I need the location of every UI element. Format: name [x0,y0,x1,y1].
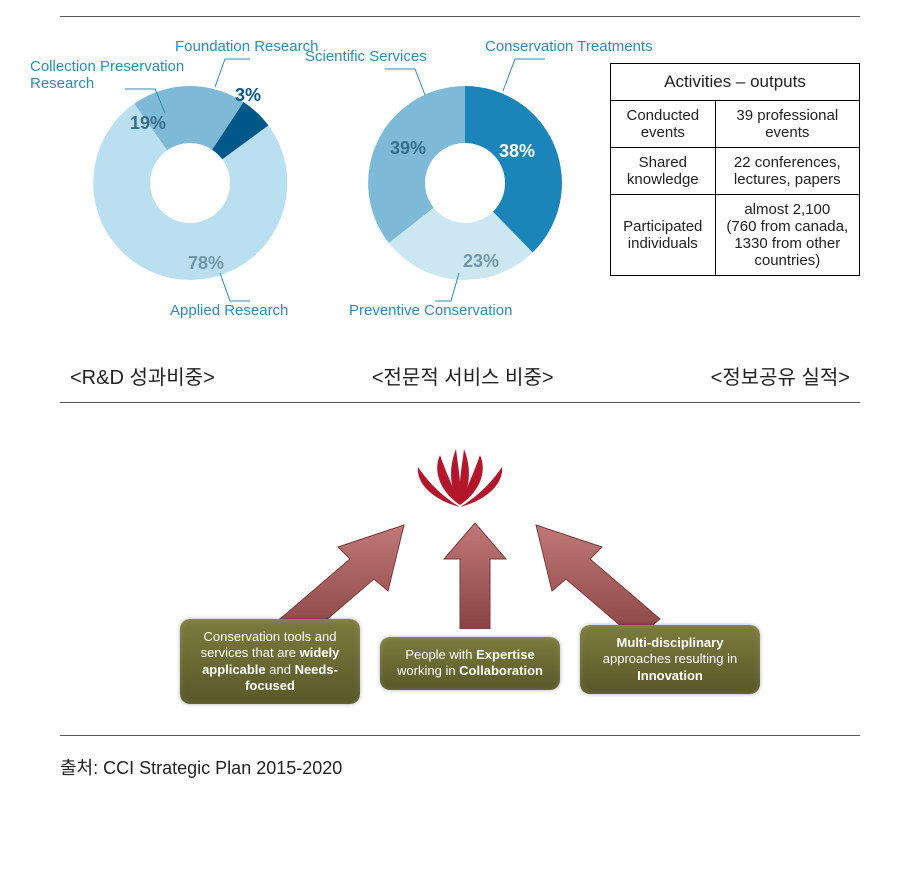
donut2-pct-scientific: 39% [390,138,426,159]
lotus-icon [390,429,530,519]
table-row: Shared knowledge 22 conferences, lecture… [611,148,860,195]
arrow-center-icon [440,519,510,629]
cell-conducted-left: Conducted events [611,101,716,148]
donut2-pct-treatments: 38% [499,141,535,162]
cell-participated-left: Participated individuals [611,195,716,276]
table-row: Conducted events 39 professional events [611,101,860,148]
bottom-rule [60,735,860,736]
diagram-box-center: People with Expertise working in Collabo… [380,637,560,690]
cell-conducted-right: 39 professional events [715,101,859,148]
donut2-leader-scientific [385,67,445,97]
captions-row: <R&D 성과비중> <전문적 서비스 비중> <정보공유 실적> [10,343,910,396]
donut2-label-treatments: Conservation Treatments [485,39,655,56]
top-section: Foundation Research Collection Preservat… [10,23,910,343]
donut1-leader-applied [200,273,250,307]
cell-shared-left: Shared knowledge [611,148,716,195]
cell-participated-right: almost 2,100 (760 from canada, 1330 from… [715,195,859,276]
donut-chart-services: Scientific Services Conservation Treatme… [335,33,605,333]
donut1-pct-applied: 78% [188,253,224,274]
donut1-pct-foundation: 3% [235,85,261,106]
donut2-leader-treatments [485,57,555,97]
caption-info: <정보공유 실적> [711,361,850,390]
source-line: 출처: CCI Strategic Plan 2015-2020 [10,742,910,780]
outputs-table-block: Activities – outputs Conducted events 39… [610,33,860,343]
donut2-pct-preventive: 23% [463,251,499,272]
donut2-label-preventive: Preventive Conservation [349,303,512,320]
donut2-label-scientific: Scientific Services [305,49,427,66]
top-rule [60,16,860,17]
outputs-header: Activities – outputs [611,64,860,101]
arrows-diagram: Conservation tools and services that are… [10,409,910,729]
donut2-leader-preventive [435,273,485,307]
outputs-table: Activities – outputs Conducted events 39… [610,63,860,276]
donut1-label-foundation: Foundation Research [175,39,318,56]
diagram-box-right: Multi-disciplinary approaches resulting … [580,625,760,694]
table-row: Participated individuals almost 2,100 (7… [611,195,860,276]
arrow-right-icon [530,519,670,629]
source-text: CCI Strategic Plan 2015-2020 [103,758,342,778]
caption-rd: <R&D 성과비중> [70,361,215,390]
mid-rule [60,402,860,403]
donut1-pct-collection: 19% [130,113,166,134]
source-prefix: 출처: [60,758,98,778]
donut-chart-rd: Foundation Research Collection Preservat… [60,33,330,333]
diagram-box-left: Conservation tools and services that are… [180,619,360,704]
donut2-slice-scientific [368,86,465,243]
arrow-left-icon [270,519,410,629]
donut1-leader-foundation [195,57,255,87]
caption-services: <전문적 서비스 비중> [372,361,554,390]
cell-shared-right: 22 conferences, lectures, papers [715,148,859,195]
